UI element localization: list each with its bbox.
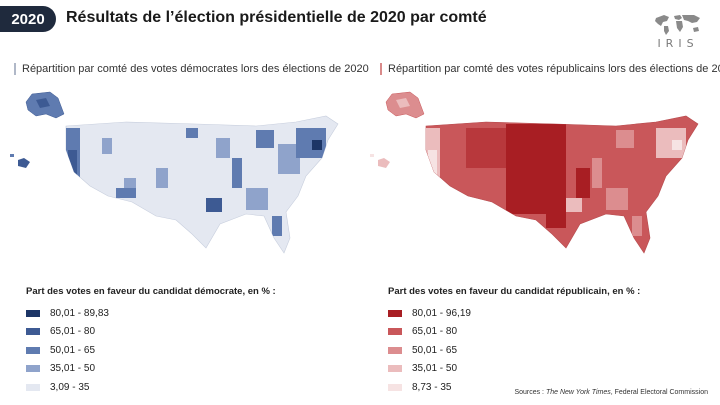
contiguous-us-counties (425, 115, 699, 254)
alaska (385, 91, 425, 119)
legend-item: 65,01 - 80 (388, 323, 688, 342)
legend-swatch (26, 365, 40, 373)
legend-label: 3,09 - 35 (50, 381, 90, 393)
legend-label: 50,01 - 65 (50, 344, 96, 356)
sources-publication: The New York Times (545, 389, 611, 396)
legend-item: 80,01 - 89,83 (26, 304, 326, 323)
alaska (25, 91, 65, 119)
legend-label: 35,01 - 50 (50, 363, 96, 375)
legend-item: 50,01 - 65 (26, 341, 326, 360)
sources-prefix: Sources : (514, 389, 546, 396)
legend-item: 35,01 - 50 (26, 360, 326, 379)
legend-label: 80,01 - 96,19 (412, 307, 471, 319)
legend-label: 35,01 - 50 (412, 363, 458, 375)
year-label: 2020 (11, 10, 45, 28)
world-map-icon (655, 15, 700, 35)
legend-label: 80,01 - 89,83 (50, 307, 109, 319)
legend-swatch (388, 365, 402, 373)
republican-county-map (370, 91, 699, 254)
legend-swatch (388, 328, 402, 336)
sources-note: Sources : The New York Times, Federal El… (514, 389, 708, 396)
legend-label: 8,73 - 35 (412, 381, 452, 393)
iris-logo: IRIS (650, 12, 706, 50)
page-title: Résultats de l’élection présidentielle d… (66, 9, 487, 26)
legend-swatch (388, 309, 402, 317)
legend-swatch (388, 346, 402, 354)
legend-item: 8,73 - 35 (388, 378, 688, 397)
legend-item: 3,09 - 35 (26, 378, 326, 397)
legend-swatch (388, 383, 402, 391)
democrat-legend-title: Part des votes en faveur du candidat dém… (26, 286, 276, 297)
legend-item: 80,01 - 96,19 (388, 304, 688, 323)
democrat-map-subtitle: Répartition par comté des votes démocrat… (14, 63, 369, 75)
year-badge: 2020 (0, 6, 56, 32)
legend-item: 65,01 - 80 (26, 323, 326, 342)
legend-swatch (26, 383, 40, 391)
legend-swatch (26, 328, 40, 336)
legend-label: 50,01 - 65 (412, 344, 458, 356)
republican-map-subtitle: Répartition par comté des votes républic… (380, 63, 720, 75)
republican-legend: Part des votes en faveur du candidat rép… (388, 286, 688, 397)
contiguous-us-counties (65, 115, 339, 254)
legend-swatch (26, 309, 40, 317)
legend-item: 35,01 - 50 (388, 360, 688, 379)
hawaii (10, 154, 30, 168)
logo-text: IRIS (657, 37, 699, 50)
hawaii (370, 154, 390, 168)
sources-suffix: , Federal Electoral Commission (610, 389, 708, 396)
legend-label: 65,01 - 80 (50, 326, 96, 338)
democrat-legend: Part des votes en faveur du candidat dém… (26, 286, 326, 397)
republican-legend-title: Part des votes en faveur du candidat rép… (388, 286, 641, 297)
democrat-county-map (10, 91, 339, 254)
legend-swatch (26, 346, 40, 354)
legend-label: 65,01 - 80 (412, 326, 458, 338)
legend-item: 50,01 - 65 (388, 341, 688, 360)
